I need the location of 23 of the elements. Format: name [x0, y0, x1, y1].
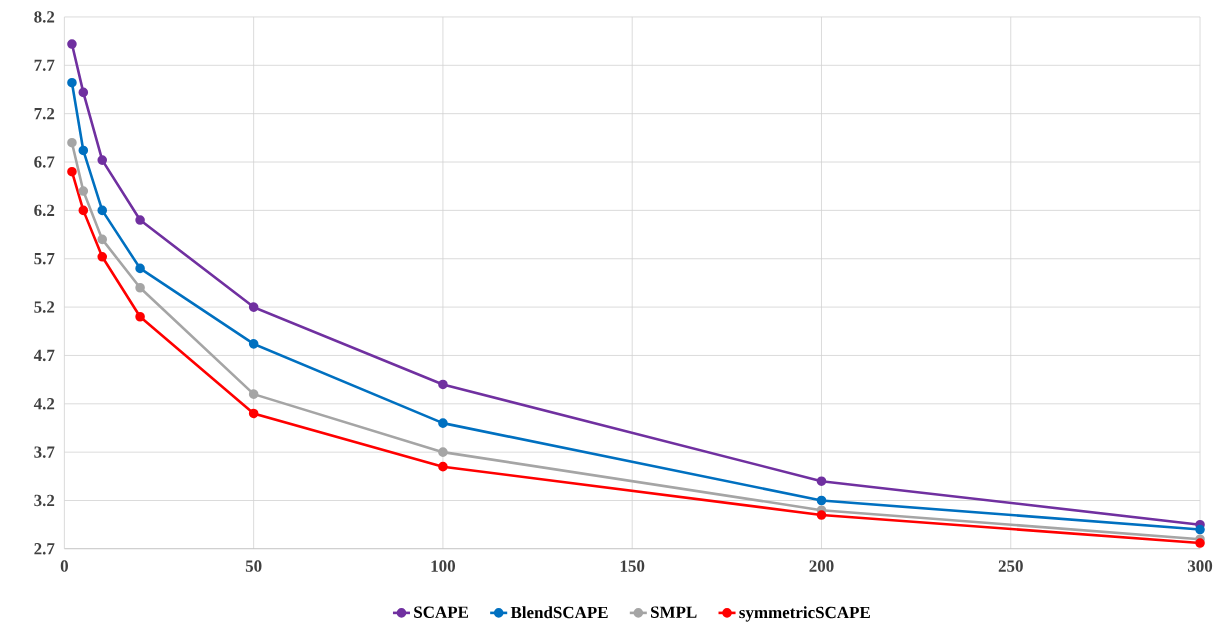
y-tick-label: 5.2 — [34, 301, 55, 313]
legend-label: BlendSCAPE — [510, 606, 608, 619]
y-tick-label: 5.7 — [34, 253, 55, 265]
y-tick-label: 4.2 — [33, 398, 55, 410]
x-tick-label: 250 — [998, 560, 1023, 572]
y-tick-label: 3.7 — [34, 446, 55, 459]
y-tick-label: 7.7 — [34, 59, 55, 72]
y-tick-label: 7.2 — [34, 108, 55, 120]
y-tick-label: 8.2 — [34, 11, 55, 23]
legend-label: symmetricSCAPE — [739, 606, 870, 622]
y-tick-label: 6.2 — [34, 204, 55, 217]
y-tick-label: 2.7 — [34, 543, 55, 555]
legend-label: SCAPE — [414, 606, 469, 619]
x-tick-label: 150 — [620, 560, 645, 572]
x-tick-label: 0 — [60, 560, 68, 572]
x-tick-label: 200 — [809, 560, 834, 572]
x-tick-label: 50 — [245, 560, 262, 572]
y-tick-label: 6.7 — [34, 156, 55, 168]
legend-label: SMPL — [651, 606, 697, 619]
x-tick-label: 300 — [1187, 560, 1213, 572]
x-tick-label: 100 — [431, 560, 456, 572]
y-tick-label: 4.7 — [33, 349, 55, 362]
y-tick-label: 3.2 — [34, 494, 55, 507]
